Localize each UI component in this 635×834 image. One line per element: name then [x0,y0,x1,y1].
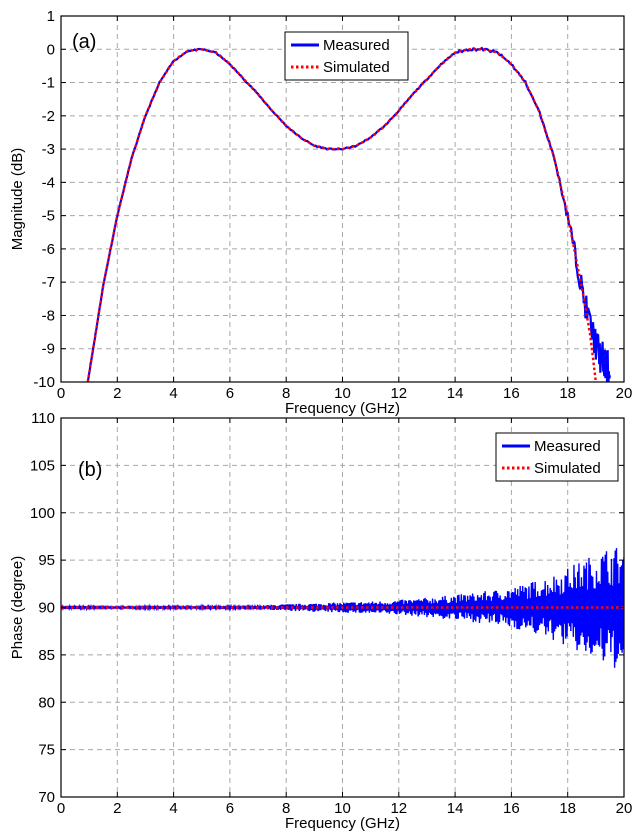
y-tick-label: 1 [47,8,55,25]
x-tick-label: 4 [169,385,177,402]
series-line-measured [61,548,624,668]
x-tick-label: 2 [113,385,121,402]
y-tick-label: -3 [42,141,55,158]
y-axis-label: Phase (degree) [9,556,26,659]
x-tick-label: 2 [113,800,121,817]
panel-a: 0 2 4 6 8 10 12 14 16 18 20-10-9-8-7-6-5-4-3-2-101… [9,8,632,417]
legend: Measured Simulated [495,432,619,482]
x-tick-label: 8 [282,385,290,402]
x-tick-label: 6 [226,800,234,817]
x-tick-label: 10 [334,800,351,817]
x-tick-label: 20 [616,385,633,402]
series-line-simulated [86,48,598,382]
y-tick-label: -4 [42,174,55,191]
y-tick-label: -5 [42,208,55,225]
x-tick-label: 8 [282,800,290,817]
x-tick-label: 0 [57,385,65,402]
legend-label-measured: Measured [323,37,390,54]
x-tick-label: 16 [503,800,520,817]
x-axis-label: Frequency (GHz) [285,400,400,417]
panel-label: (b) [78,459,102,481]
y-tick-label: 85 [38,647,55,664]
legend: Measured Simulated [284,31,409,81]
legend-box [495,432,619,482]
legend-label-simulated: Simulated [534,460,601,477]
y-tick-label: 75 [38,742,55,759]
legend-box [284,31,409,81]
y-tick-label: 90 [38,600,55,617]
y-tick-label: 110 [31,410,55,427]
x-tick-label: 4 [169,800,177,817]
y-tick-label: -7 [42,274,55,291]
x-tick-label: 18 [559,385,576,402]
y-tick-label: -6 [42,241,55,258]
y-tick-label: -2 [42,108,55,125]
y-tick-label: 70 [38,789,55,806]
x-tick-label: 20 [616,800,633,817]
y-tick-label: 0 [47,41,55,58]
y-tick-label: 100 [30,505,55,522]
y-tick-label: 95 [38,552,55,569]
x-tick-label: 6 [226,385,234,402]
y-tick-label: -8 [42,307,55,324]
panel-b: 0 2 4 6 8 10 12 14 16 18 20 70 75 80 85 90 95 100 105 110 Fr… [9,410,632,832]
x-tick-label: 14 [447,385,464,402]
x-tick-label: 16 [503,385,520,402]
x-axis-label: Frequency (GHz) [285,815,400,832]
x-tick-label: 0 [57,800,65,817]
x-tick-label: 12 [390,385,407,402]
x-tick-label: 18 [559,800,576,817]
y-tick-label: 105 [30,457,55,474]
panel-label: (a) [72,31,96,53]
legend-label-measured: Measured [534,438,601,455]
series-line-measured [86,46,612,382]
x-tick-label: 10 [334,385,351,402]
x-tick-label: 14 [447,800,464,817]
y-tick-label: -10 [33,374,55,391]
y-tick-label: -9 [42,341,55,358]
legend-label-simulated: Simulated [323,59,390,76]
y-axis-label: Magnitude (dB) [9,148,26,251]
y-tick-label: -1 [42,75,55,92]
x-tick-label: 12 [390,800,407,817]
y-tick-label: 80 [38,694,55,711]
